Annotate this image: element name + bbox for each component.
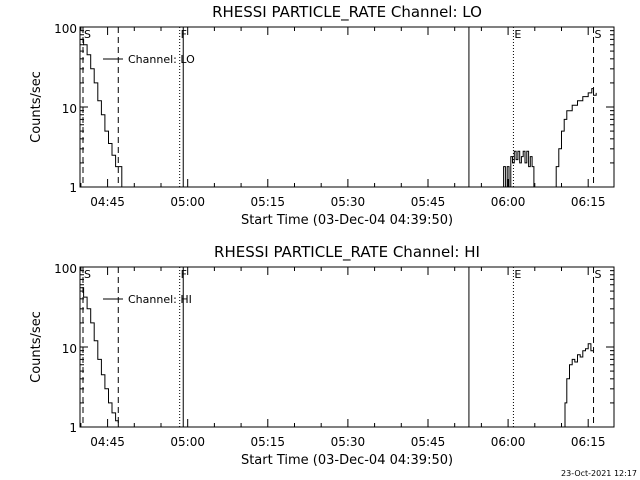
hi-legend-label: Channel: HI <box>128 293 192 306</box>
hi-x-tick-label: 04:45 <box>90 435 125 449</box>
lo-y-axis-label: Counts/sec <box>29 71 44 143</box>
hi-channel-panel: RHESSI PARTICLE_RATE Channel: HI Counts/… <box>29 243 615 468</box>
lo-series-line <box>80 38 123 187</box>
hi-x-tick-label: 06:15 <box>571 435 606 449</box>
hi-y-tick-10: 10 <box>62 342 77 356</box>
lo-x-tick-label: 06:00 <box>491 195 526 209</box>
lo-x-tick-label: 05:00 <box>170 195 205 209</box>
lo-x-tick-label: 05:30 <box>331 195 366 209</box>
lo-series-line <box>554 88 597 188</box>
hi-marker-label: S <box>84 268 91 281</box>
hi-chart-title: RHESSI PARTICLE_RATE Channel: HI <box>214 243 480 262</box>
hi-x-tick-label: 06:00 <box>491 435 526 449</box>
hi-x-tick-label: 05:15 <box>250 435 285 449</box>
hi-x-tick-label: 05:00 <box>170 435 205 449</box>
hi-series-line <box>563 343 594 428</box>
lo-y-tick-1: 1 <box>69 181 77 195</box>
hi-series-line <box>80 287 119 427</box>
lo-marker-label: S <box>84 28 91 41</box>
hi-x-axis-label: Start Time (03-Dec-04 04:39:50) <box>241 453 453 468</box>
footer-timestamp: 23-Oct-2021 12:17 <box>561 469 637 478</box>
lo-channel-panel: RHESSI PARTICLE_RATE Channel: LO Counts/… <box>29 3 615 228</box>
hi-plot-frame <box>79 266 615 428</box>
lo-y-tick-100: 100 <box>54 22 77 36</box>
hi-x-tick-label: 05:30 <box>331 435 366 449</box>
lo-legend-label: Channel: LO <box>128 53 195 66</box>
lo-x-tick-label: 05:45 <box>411 195 446 209</box>
lo-series-line <box>502 150 535 188</box>
lo-chart-title: RHESSI PARTICLE_RATE Channel: LO <box>212 3 482 22</box>
lo-x-axis-label: Start Time (03-Dec-04 04:39:50) <box>241 213 453 228</box>
hi-x-tick-label: 05:45 <box>411 435 446 449</box>
hi-y-tick-1: 1 <box>69 421 77 435</box>
hi-marker-label: F <box>181 268 187 281</box>
lo-marker-label: F <box>181 28 187 41</box>
hi-y-axis-label: Counts/sec <box>29 311 44 383</box>
lo-marker-label: S <box>595 28 602 41</box>
lo-y-tick-10: 10 <box>62 102 77 116</box>
lo-x-tick-label: 05:15 <box>250 195 285 209</box>
lo-plot-frame <box>79 26 615 188</box>
lo-x-tick-label: 06:15 <box>571 195 606 209</box>
lo-marker-label: E <box>514 28 521 41</box>
hi-marker-label: S <box>595 268 602 281</box>
lo-x-tick-label: 04:45 <box>90 195 125 209</box>
hi-marker-label: E <box>514 268 521 281</box>
hi-y-tick-100: 100 <box>54 262 77 276</box>
